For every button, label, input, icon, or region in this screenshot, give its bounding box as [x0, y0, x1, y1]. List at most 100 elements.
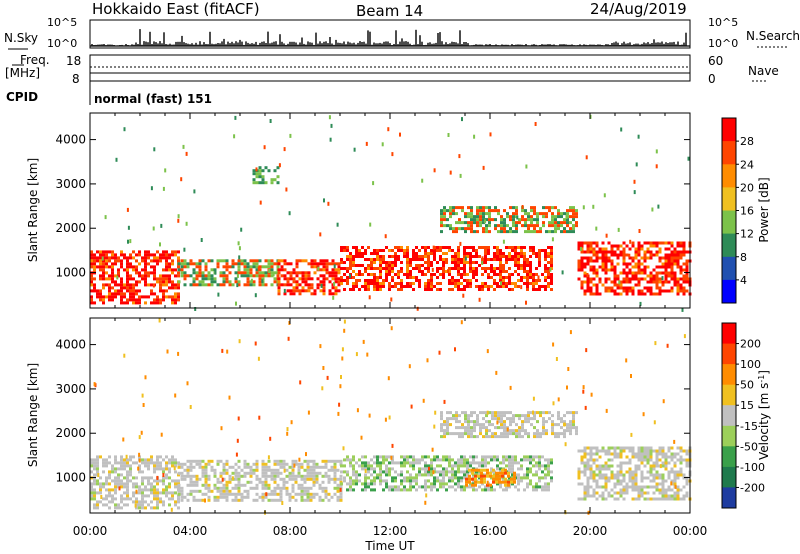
- velocity-cell: [267, 483, 271, 487]
- velocity-cell: [634, 452, 638, 456]
- velocity-cell: [427, 473, 430, 477]
- velocity-cell: [451, 476, 454, 480]
- power-cell: [252, 283, 256, 287]
- power-cell: [586, 283, 590, 287]
- velocity-cell: [162, 458, 165, 462]
- velocity-cell: [276, 459, 280, 463]
- velocity-cell: [476, 420, 479, 424]
- velocity-cell: [192, 459, 196, 463]
- velocity-cell: [90, 482, 93, 486]
- power-cell: [580, 262, 584, 266]
- velocity-cell: [291, 483, 295, 487]
- velocity-cell: [210, 489, 214, 493]
- power-cell: [505, 282, 508, 285]
- power-cell: [114, 274, 117, 278]
- velocity-cell: [412, 455, 415, 459]
- velocity-cell: [490, 488, 493, 492]
- velocity-cell: [234, 498, 238, 502]
- velocity-cell: [222, 468, 226, 472]
- velocity-scatter-cell: [662, 399, 665, 404]
- power-cell: [406, 264, 409, 267]
- power-cell: [427, 252, 430, 255]
- velocity-cell: [652, 476, 656, 480]
- velocity-cell: [355, 473, 358, 477]
- velocity-cell: [646, 449, 650, 453]
- power-cell: [482, 218, 485, 222]
- power-cell: [637, 241, 641, 245]
- power-cell: [526, 276, 529, 279]
- velocity-cell: [231, 471, 235, 475]
- power-cell: [177, 292, 180, 296]
- velocity-cell: [132, 461, 135, 465]
- velocity-cell: [297, 486, 301, 490]
- power-cell: [442, 267, 445, 270]
- velocity-scatter-cell: [298, 457, 301, 462]
- velocity-cell: [467, 420, 470, 424]
- velocity-cell: [249, 480, 253, 484]
- power-scatter-cell: [127, 239, 129, 244]
- velocity-cell: [598, 485, 602, 489]
- power-cell: [544, 276, 547, 279]
- power-cell: [289, 277, 293, 281]
- velocity-cell: [288, 474, 292, 478]
- velocity-cell: [673, 464, 677, 468]
- power-cell: [292, 289, 296, 293]
- velocity-cell: [246, 465, 250, 469]
- power-cell: [517, 273, 520, 276]
- power-cell: [120, 253, 123, 257]
- velocity-cell: [267, 498, 271, 502]
- power-cell: [586, 280, 590, 284]
- power-cell: [646, 274, 650, 278]
- power-scatter-cell: [177, 218, 180, 223]
- power-cell: [349, 261, 352, 264]
- power-cell: [159, 259, 162, 263]
- power-cell: [352, 288, 355, 291]
- power-cell: [506, 224, 509, 228]
- velocity-cell: [468, 474, 471, 478]
- velocity-cell: [129, 464, 132, 468]
- power-cell: [502, 267, 505, 270]
- velocity-cell: [476, 423, 479, 427]
- velocity-cell: [557, 435, 560, 439]
- velocity-cell: [409, 476, 412, 480]
- nsky-strip-frame: [89, 19, 691, 49]
- velocity-cell: [448, 455, 451, 459]
- power-cell: [541, 273, 544, 276]
- power-cell: [454, 267, 457, 270]
- power-cell: [382, 258, 385, 261]
- power-cell: [455, 212, 458, 216]
- velocity-scatter-cell: [283, 468, 286, 473]
- power-cell: [526, 270, 529, 273]
- velocity-cell: [327, 474, 331, 478]
- power-cell: [538, 255, 541, 258]
- velocity-cell: [503, 414, 506, 418]
- power-cell: [126, 301, 129, 305]
- velocity-cell: [391, 479, 394, 483]
- velocity-cell: [400, 461, 403, 465]
- power-cell: [488, 212, 491, 216]
- power-cell: [361, 285, 364, 288]
- power-cell: [90, 250, 93, 254]
- power-cell: [409, 270, 412, 273]
- power-cell: [646, 280, 650, 284]
- power-cell: [466, 285, 469, 288]
- power-cell: [481, 282, 484, 285]
- power-cell: [301, 271, 305, 275]
- power-cell: [479, 215, 482, 219]
- power-cell: [102, 262, 105, 266]
- velocity-cell: [601, 476, 605, 480]
- power-cell: [376, 288, 379, 291]
- velocity-cell: [168, 482, 171, 486]
- velocity-cell: [105, 494, 108, 498]
- power-cell: [183, 265, 187, 269]
- velocity-cell: [484, 461, 487, 465]
- velocity-scatter-cell: [390, 455, 393, 460]
- velocity-cell: [343, 476, 346, 480]
- velocity-cell: [195, 462, 199, 466]
- power-cell: [643, 277, 647, 281]
- velocity-cell: [557, 414, 560, 418]
- power-cell: [325, 271, 329, 275]
- power-cell: [607, 250, 611, 254]
- velocity-cell: [679, 455, 683, 459]
